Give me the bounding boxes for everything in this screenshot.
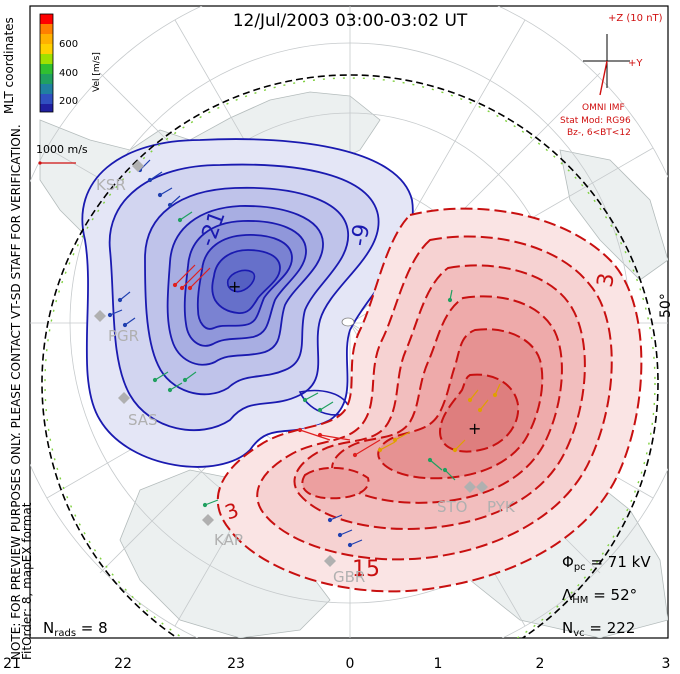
velocity-vectors [107, 159, 501, 548]
contour-label-pos2: 15 [352, 557, 380, 582]
station-gbr: GBR [333, 568, 365, 586]
coordinates-note: MLT coordinates [2, 17, 16, 114]
pole-marker [341, 317, 355, 327]
scale-tick-400: 400 [59, 68, 78, 79]
mlt-tick-21: 21 [3, 656, 21, 672]
station-pgr: PGR [108, 327, 139, 345]
reference-vector-label: 1000 m/s [36, 143, 88, 156]
phi-pc-value: 71 kV [608, 553, 652, 571]
mlt-tick-3: 3 [662, 656, 671, 672]
imf-z-label: +Z (10 nT) [608, 13, 663, 24]
imf-y-label: +Y [628, 58, 643, 69]
lambda-hm-value: 52° [611, 586, 638, 604]
radar-stations: KSR PGR SAS KAP GBR STO PYK [94, 160, 516, 586]
plot-title: 12/Jul/2003 03:00-03:02 UT [233, 11, 468, 31]
station-marker [476, 481, 488, 493]
imf-condition: Bz-, 6<BT<12 [567, 128, 631, 138]
reference-vector-origin [38, 161, 42, 165]
preview-note: NOTE: FOR PREVIEW PURPOSES ONLY. PLEASE … [9, 124, 23, 660]
station-kap: KAP [214, 531, 243, 549]
potential-max-marker: + [468, 419, 481, 438]
station-sto: STO [437, 498, 468, 516]
n-rads-label: Nrads = 8 [43, 619, 108, 639]
scale-tick-200: 200 [59, 96, 78, 107]
mlt-tick-22: 22 [114, 656, 132, 672]
n-vc-label: Nvc = 222 [562, 619, 635, 639]
imf-clock: +Z (10 nT) +Y OMNI IMF Stat Mod: RG96 Bz… [560, 13, 663, 138]
potential-min-marker: + [228, 277, 241, 296]
mlt-axis: 21 22 23 0 1 2 3 [3, 656, 670, 672]
station-ksr: KSR [96, 176, 126, 194]
scale-tick-600: 600 [59, 39, 78, 50]
positive-potential-cell [216, 207, 643, 593]
station-marker [132, 160, 144, 172]
mlt-tick-1: 1 [434, 656, 443, 672]
mlt-tick-2: 2 [536, 656, 545, 672]
hmb-boundary-markers [44, 77, 656, 638]
negative-potential-cell [81, 138, 414, 468]
mlt-tick-23: 23 [227, 656, 245, 672]
scale-label: Vel [m/s] [92, 52, 102, 92]
color-scale: 600 400 200 Vel [m/s] [39, 13, 102, 113]
n-vc-value: 222 [607, 619, 636, 637]
station-pyk: PYK [487, 498, 516, 516]
station-marker [118, 392, 130, 404]
stat-model: Stat Mod: RG96 [560, 116, 631, 126]
imf-caption: OMNI IMF [582, 103, 625, 113]
station-marker [464, 481, 476, 493]
station-marker [202, 514, 214, 526]
station-sas: SAS [128, 411, 158, 429]
contour-label-pos1: 3 [593, 271, 620, 289]
station-marker [94, 310, 106, 322]
hmb-boundary [41, 74, 659, 638]
mlt-tick-0: 0 [346, 656, 355, 672]
n-rads-value: 8 [98, 619, 108, 637]
fit-order-note: FitOrder: 8, mapEX format [20, 502, 34, 660]
latitude-label: 50° [658, 293, 674, 318]
station-marker [324, 555, 336, 567]
contour-label-neg2: -9 [347, 222, 375, 248]
